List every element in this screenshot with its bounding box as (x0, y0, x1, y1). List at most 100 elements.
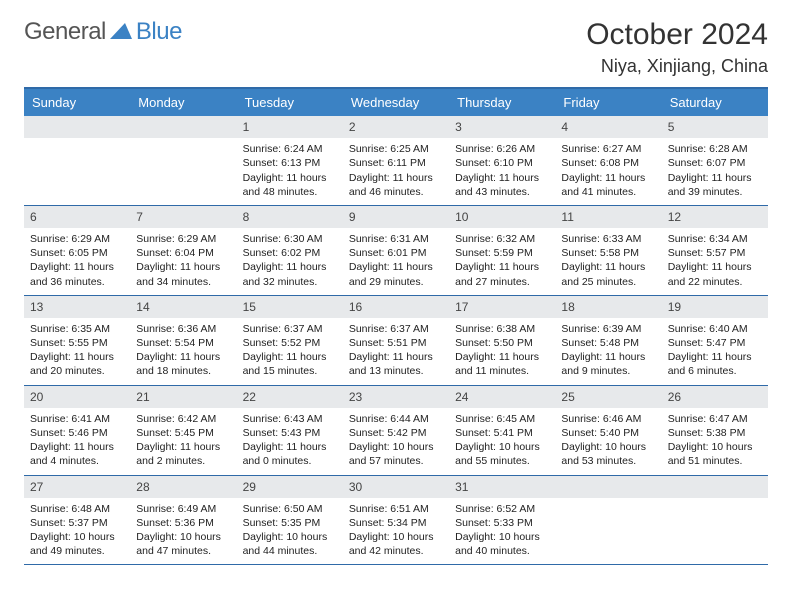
sunrise-text: Sunrise: 6:43 AM (243, 412, 337, 426)
sunrise-text: Sunrise: 6:25 AM (349, 142, 443, 156)
daylight-text: Daylight: 11 hours and 36 minutes. (30, 260, 124, 288)
week-row: 27Sunrise: 6:48 AMSunset: 5:37 PMDayligh… (24, 476, 768, 566)
daylight-text: Daylight: 11 hours and 39 minutes. (668, 171, 762, 199)
day-cell: 18Sunrise: 6:39 AMSunset: 5:48 PMDayligh… (555, 296, 661, 385)
day-number: 25 (555, 386, 661, 408)
sunset-text: Sunset: 5:41 PM (455, 426, 549, 440)
day-number: 13 (24, 296, 130, 318)
sunset-text: Sunset: 5:35 PM (243, 516, 337, 530)
day-cell: 24Sunrise: 6:45 AMSunset: 5:41 PMDayligh… (449, 386, 555, 475)
day-header: Wednesday (343, 89, 449, 116)
day-cell: 6Sunrise: 6:29 AMSunset: 6:05 PMDaylight… (24, 206, 130, 295)
day-number: 28 (130, 476, 236, 498)
day-cell: 22Sunrise: 6:43 AMSunset: 5:43 PMDayligh… (237, 386, 343, 475)
day-header: Tuesday (237, 89, 343, 116)
sunset-text: Sunset: 5:40 PM (561, 426, 655, 440)
day-cell: 13Sunrise: 6:35 AMSunset: 5:55 PMDayligh… (24, 296, 130, 385)
triangle-icon (110, 21, 132, 44)
day-cell: 1Sunrise: 6:24 AMSunset: 6:13 PMDaylight… (237, 116, 343, 205)
sunrise-text: Sunrise: 6:45 AM (455, 412, 549, 426)
sunset-text: Sunset: 5:37 PM (30, 516, 124, 530)
sunrise-text: Sunrise: 6:36 AM (136, 322, 230, 336)
sunset-text: Sunset: 5:59 PM (455, 246, 549, 260)
day-number: 21 (130, 386, 236, 408)
logo-text-blue: Blue (136, 18, 182, 46)
sunrise-text: Sunrise: 6:30 AM (243, 232, 337, 246)
day-number: 15 (237, 296, 343, 318)
day-header: Monday (130, 89, 236, 116)
day-number: 5 (662, 116, 768, 138)
day-number-empty (555, 476, 661, 498)
day-cell: 4Sunrise: 6:27 AMSunset: 6:08 PMDaylight… (555, 116, 661, 205)
sunrise-text: Sunrise: 6:37 AM (243, 322, 337, 336)
sunrise-text: Sunrise: 6:37 AM (349, 322, 443, 336)
day-cell: 21 Sunrise: 6:42 AMSunset: 5:45 PMDayligh… (130, 386, 236, 475)
daylight-text: Daylight: 11 hours and 25 minutes. (561, 260, 655, 288)
empty-cell (555, 476, 661, 565)
day-cell: 27Sunrise: 6:48 AMSunset: 5:37 PMDayligh… (24, 476, 130, 565)
sunrise-text: Sunrise: 6:29 AM (30, 232, 124, 246)
daylight-text: Daylight: 11 hours and 4 minutes. (30, 440, 124, 468)
day-cell: 11Sunrise: 6:33 AMSunset: 5:58 PMDayligh… (555, 206, 661, 295)
sunset-text: Sunset: 5:38 PM (668, 426, 762, 440)
day-cell: 25Sunrise: 6:46 AMSunset: 5:40 PMDayligh… (555, 386, 661, 475)
day-header: Sunday (24, 89, 130, 116)
sunrise-text: Sunrise: 6:32 AM (455, 232, 549, 246)
sunset-text: Sunset: 6:08 PM (561, 156, 655, 170)
logo: General Blue (24, 18, 182, 46)
logo-text-general: General (24, 18, 106, 46)
day-number: 4 (555, 116, 661, 138)
day-cell: 28Sunrise: 6:49 AMSunset: 5:36 PMDayligh… (130, 476, 236, 565)
day-cell: 5Sunrise: 6:28 AMSunset: 6:07 PMDaylight… (662, 116, 768, 205)
sunset-text: Sunset: 6:01 PM (349, 246, 443, 260)
daylight-text: Daylight: 10 hours and 42 minutes. (349, 530, 443, 558)
day-number: 29 (237, 476, 343, 498)
day-header-row: SundayMondayTuesdayWednesdayThursdayFrid… (24, 89, 768, 116)
day-cell: 17Sunrise: 6:38 AMSunset: 5:50 PMDayligh… (449, 296, 555, 385)
empty-cell (24, 116, 130, 205)
day-header: Friday (555, 89, 661, 116)
day-number: 17 (449, 296, 555, 318)
sunrise-text: Sunrise: 6:38 AM (455, 322, 549, 336)
day-number: 10 (449, 206, 555, 228)
day-number: 12 (662, 206, 768, 228)
sunset-text: Sunset: 6:13 PM (243, 156, 337, 170)
daylight-text: Daylight: 11 hours and 46 minutes. (349, 171, 443, 199)
day-number-empty (24, 116, 130, 138)
empty-cell (130, 116, 236, 205)
sunrise-text: Sunrise: 6:24 AM (243, 142, 337, 156)
day-number: 3 (449, 116, 555, 138)
day-cell: 30Sunrise: 6:51 AMSunset: 5:34 PMDayligh… (343, 476, 449, 565)
day-number: 27 (24, 476, 130, 498)
sunset-text: Sunset: 6:07 PM (668, 156, 762, 170)
day-cell: 9Sunrise: 6:31 AMSunset: 6:01 PMDaylight… (343, 206, 449, 295)
day-header: Saturday (662, 89, 768, 116)
daylight-text: Daylight: 11 hours and 2 minutes. (136, 440, 230, 468)
day-cell: 3Sunrise: 6:26 AMSunset: 6:10 PMDaylight… (449, 116, 555, 205)
day-header: Thursday (449, 89, 555, 116)
day-number: 1 (237, 116, 343, 138)
day-number: 18 (555, 296, 661, 318)
day-cell: 10Sunrise: 6:32 AMSunset: 5:59 PMDayligh… (449, 206, 555, 295)
sunrise-text: Sunrise: 6:41 AM (30, 412, 124, 426)
sunrise-text: Sunrise: 6:51 AM (349, 502, 443, 516)
sunrise-text: Sunrise: 6:26 AM (455, 142, 549, 156)
daylight-text: Daylight: 11 hours and 13 minutes. (349, 350, 443, 378)
sunrise-text: Sunrise: 6:42 AM (136, 412, 230, 426)
day-number: 26 (662, 386, 768, 408)
day-number: 14 (130, 296, 236, 318)
daylight-text: Daylight: 11 hours and 32 minutes. (243, 260, 337, 288)
daylight-text: Daylight: 11 hours and 6 minutes. (668, 350, 762, 378)
daylight-text: Daylight: 11 hours and 20 minutes. (30, 350, 124, 378)
day-number: 22 (237, 386, 343, 408)
daylight-text: Daylight: 10 hours and 51 minutes. (668, 440, 762, 468)
day-cell: 12Sunrise: 6:34 AMSunset: 5:57 PMDayligh… (662, 206, 768, 295)
daylight-text: Daylight: 10 hours and 44 minutes. (243, 530, 337, 558)
sunrise-text: Sunrise: 6:33 AM (561, 232, 655, 246)
day-number: 9 (343, 206, 449, 228)
daylight-text: Daylight: 11 hours and 11 minutes. (455, 350, 549, 378)
location-label: Niya, Xinjiang, China (586, 56, 768, 77)
sunset-text: Sunset: 5:45 PM (136, 426, 230, 440)
day-cell: 26Sunrise: 6:47 AMSunset: 5:38 PMDayligh… (662, 386, 768, 475)
sunrise-text: Sunrise: 6:27 AM (561, 142, 655, 156)
